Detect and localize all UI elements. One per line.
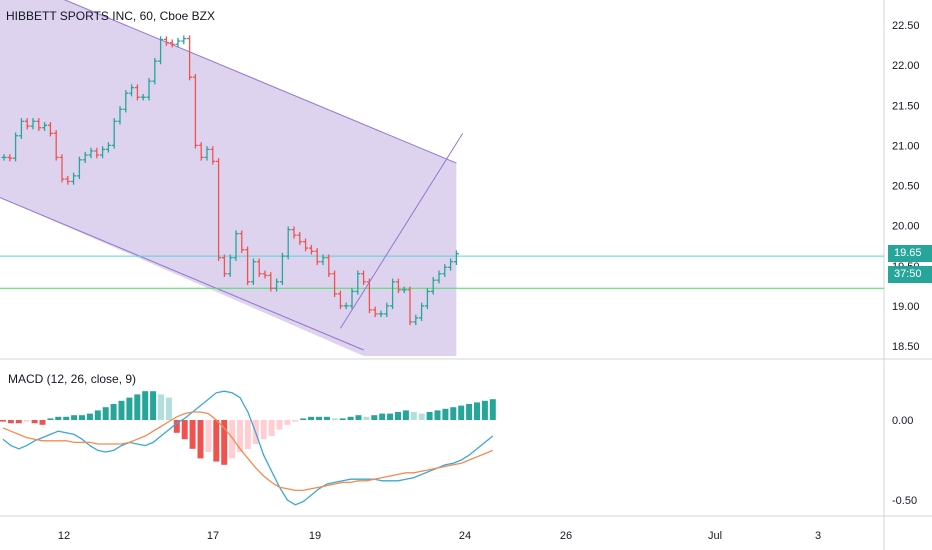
macd-histogram-bar (165, 397, 172, 420)
macd-histogram-bar (126, 397, 133, 420)
price-tick-label: 20.50 (892, 181, 920, 193)
macd-histogram-bar (402, 410, 409, 420)
macd-histogram-bar (213, 420, 220, 462)
macd-histogram-bar (173, 420, 180, 433)
macd-histogram-bar (347, 416, 354, 420)
macd-histogram-bar (237, 420, 243, 452)
macd-histogram-bar (316, 416, 322, 420)
macd-histogram-bar (39, 420, 46, 425)
trend-line[interactable] (339, 133, 464, 329)
macd-histogram-bar (63, 416, 70, 420)
macd-histogram-bar (47, 418, 54, 420)
macd-histogram-bar (102, 407, 109, 420)
countdown-tag: 37:50 (888, 266, 932, 283)
time-tick-label: 26 (560, 530, 572, 542)
macd-histogram-bar (221, 420, 228, 465)
macd-histogram-bar (395, 412, 401, 420)
macd-histogram-bar (458, 405, 465, 420)
macd-histogram-bar (55, 416, 62, 420)
macd-histogram-bar (276, 420, 283, 430)
macd-histogram-bar (410, 412, 417, 420)
channel-upper-line[interactable] (0, 0, 457, 164)
price-tick-label: 22.50 (892, 20, 920, 32)
last-price-tag: 19.65 (888, 245, 932, 262)
macd-histogram-bar (150, 391, 157, 420)
price-tick-label: 21.00 (892, 140, 920, 152)
macd-histogram-bar (331, 418, 338, 420)
macd-histogram-bar (244, 420, 251, 449)
macd-histogram-bar (379, 413, 386, 420)
macd-histogram-bar (481, 400, 488, 420)
macd-histogram-bar (189, 420, 196, 449)
macd-histogram-bar (292, 420, 299, 422)
macd-histogram-bar (7, 420, 14, 424)
macd-histogram-bar (118, 400, 125, 420)
macd-histogram-bar (142, 391, 149, 420)
macd-histogram-bar (450, 407, 457, 420)
macd-histogram-bar (31, 420, 38, 424)
macd-histogram-bar (308, 416, 315, 420)
macd-histogram-bar (268, 420, 275, 436)
time-tick-label: 12 (58, 530, 70, 542)
macd-line (2, 390, 494, 506)
macd-histogram-bar (387, 413, 394, 420)
macd-histogram-bar (71, 415, 78, 420)
macd-histogram-bar (15, 420, 22, 424)
macd-histogram-bar (134, 394, 141, 420)
time-tick-label: Jul (708, 530, 722, 542)
macd-histogram-bar (110, 404, 117, 420)
macd-histogram-bar (197, 420, 204, 459)
price-tick-label: 20.00 (892, 221, 920, 233)
macd-histogram-bar (94, 410, 101, 420)
macd-histogram-bar (489, 399, 496, 420)
macd-tick-label: -0.50 (892, 495, 917, 507)
channel-fill (0, 0, 457, 356)
macd-histogram-bar (355, 415, 362, 420)
macd-histogram-bar (442, 408, 449, 420)
macd-histogram-bar (0, 420, 6, 422)
macd-histogram-bar (323, 416, 330, 420)
macd-histogram-bar (300, 418, 307, 420)
macd-histogram-bar (181, 420, 188, 440)
channel-lower-line[interactable] (0, 197, 364, 351)
price-tick-label: 19.00 (892, 301, 920, 313)
macd-histogram-bar (418, 413, 425, 420)
macd-title: MACD (12, 26, close, 9) (8, 372, 137, 386)
macd-histogram-bar (260, 420, 267, 440)
macd-histogram-bar (229, 420, 236, 459)
macd-histogram-bar (205, 420, 212, 452)
macd-tick-label: 0.00 (892, 415, 913, 427)
macd-histogram-bar (79, 415, 85, 420)
macd-histogram-bar (86, 413, 93, 420)
macd-histogram-bar (434, 410, 441, 420)
macd-histogram-bar (474, 402, 480, 420)
price-tick-label: 22.00 (892, 60, 920, 72)
macd-histogram-bar (466, 404, 473, 420)
time-tick-label: 24 (459, 530, 471, 542)
price-tick-label: 21.50 (892, 100, 920, 112)
time-tick-label: 19 (309, 530, 321, 542)
macd-histogram-bar (363, 416, 370, 420)
macd-histogram-bar (158, 394, 164, 420)
macd-histogram-bar (23, 420, 30, 422)
symbol-title: HIBBETT SPORTS INC, 60, Cboe BZX (6, 9, 215, 23)
macd-histogram-bar (426, 412, 433, 420)
signal-line (2, 411, 494, 492)
time-tick-label: 3 (815, 530, 821, 542)
macd-histogram-bar (339, 418, 346, 420)
time-tick-label: 17 (207, 530, 219, 542)
macd-histogram-bar (371, 415, 378, 420)
macd-histogram-bar (284, 420, 291, 425)
price-tick-label: 18.50 (892, 341, 920, 353)
